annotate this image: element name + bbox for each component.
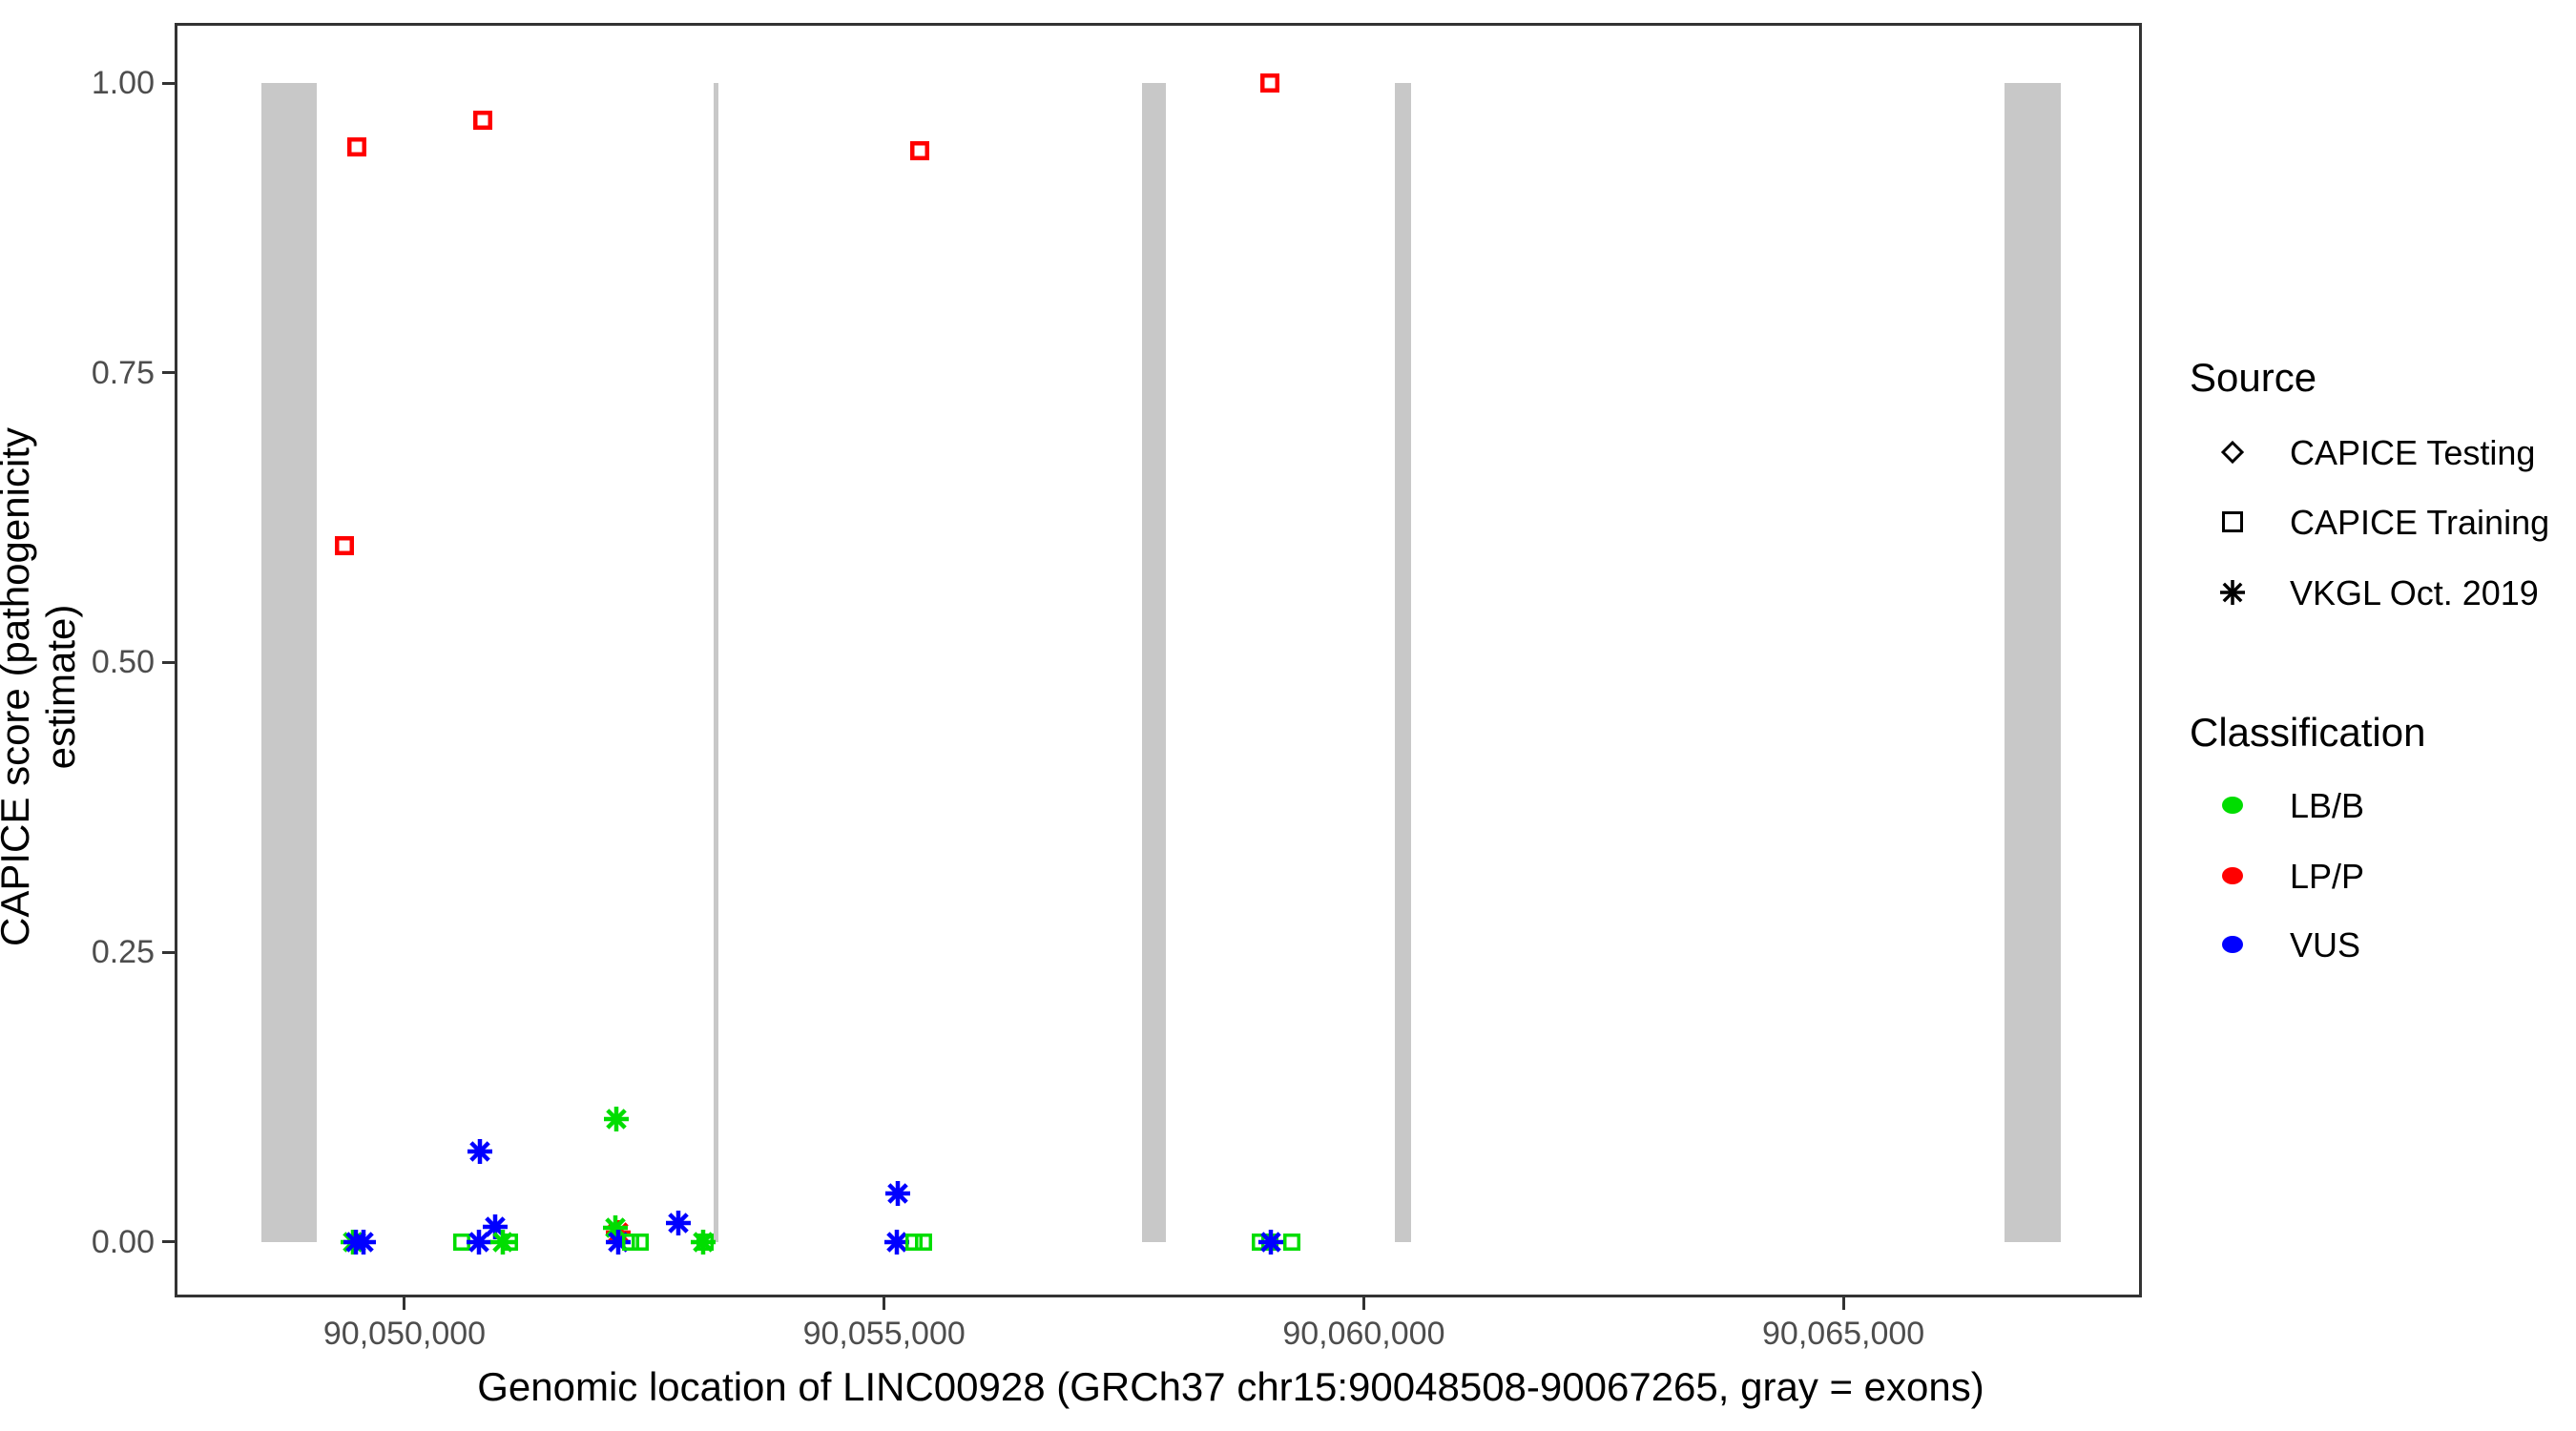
data-point [621,1233,639,1255]
legend-item-asterisk-icon [2204,564,2261,621]
x-tick-label: 90,055,000 [802,1316,966,1352]
data-point [904,1233,923,1255]
y-tick-mark [162,660,175,664]
y-tick-mark [162,950,175,954]
data-point [1257,1228,1285,1261]
legend-item-lbb-label: LB/B [2290,786,2365,825]
data-point [602,1105,631,1138]
data-point [500,1233,518,1255]
x-tick-label: 90,060,000 [1282,1316,1445,1352]
data-point [349,1228,378,1261]
data-point [915,1233,933,1255]
x-tick-label: 90,050,000 [322,1316,487,1352]
data-point [883,1179,912,1213]
data-point [664,1209,693,1242]
legend-item-square-open-icon [2204,493,2261,550]
exon-bar [2005,83,2061,1242]
exon-bar [260,83,317,1242]
y-tick-label: 0.00 [91,1223,155,1260]
data-point [473,111,493,135]
legend-source-title: Source [2190,355,2317,400]
x-axis-title: Genomic location of LINC00928 (GRCh37 ch… [477,1364,1984,1409]
exon-bar [713,83,718,1242]
data-point [334,535,354,560]
data-point [883,1228,911,1261]
legend-item-diamond-open-label: CAPICE Testing [2290,433,2536,472]
data-point [910,140,929,165]
y-tick-label: 0.50 [91,644,155,681]
legend-item-diamond-open-icon [2204,424,2261,481]
legend-item-lpp-icon [2204,847,2261,904]
x-tick-mark [403,1297,406,1310]
legend-item-asterisk-label: VKGL Oct. 2019 [2290,573,2539,612]
data-point [1283,1233,1300,1255]
legend-item-square-open-label: CAPICE Training [2290,503,2550,542]
exon-bar [1142,83,1167,1242]
data-point [1259,73,1279,97]
legend-classification-title: Classification [2190,710,2426,755]
data-point [466,1137,494,1171]
legend-item-lpp-label: LP/P [2290,857,2365,896]
y-tick-label: 0.25 [91,934,155,971]
legend-item-vus-label: VUS [2290,925,2361,964]
y-tick-label: 1.00 [91,65,155,102]
x-tick-mark [1361,1297,1365,1310]
y-axis-title: CAPICE score (pathogenicity estimate) [0,427,83,946]
y-tick-mark [162,371,175,375]
data-point [465,1228,493,1261]
data-point [632,1233,650,1255]
legend-item-vus-icon [2204,916,2261,973]
y-tick-mark [162,1240,175,1244]
exon-bar [1394,83,1411,1242]
data-point [696,1233,714,1255]
data-point [347,136,367,161]
x-tick-mark [1841,1297,1845,1310]
x-tick-label: 90,065,000 [1762,1316,1925,1352]
y-tick-label: 0.75 [91,354,155,391]
legend-item-lbb-icon [2204,777,2261,834]
y-tick-mark [162,81,175,85]
x-tick-mark [883,1297,886,1310]
